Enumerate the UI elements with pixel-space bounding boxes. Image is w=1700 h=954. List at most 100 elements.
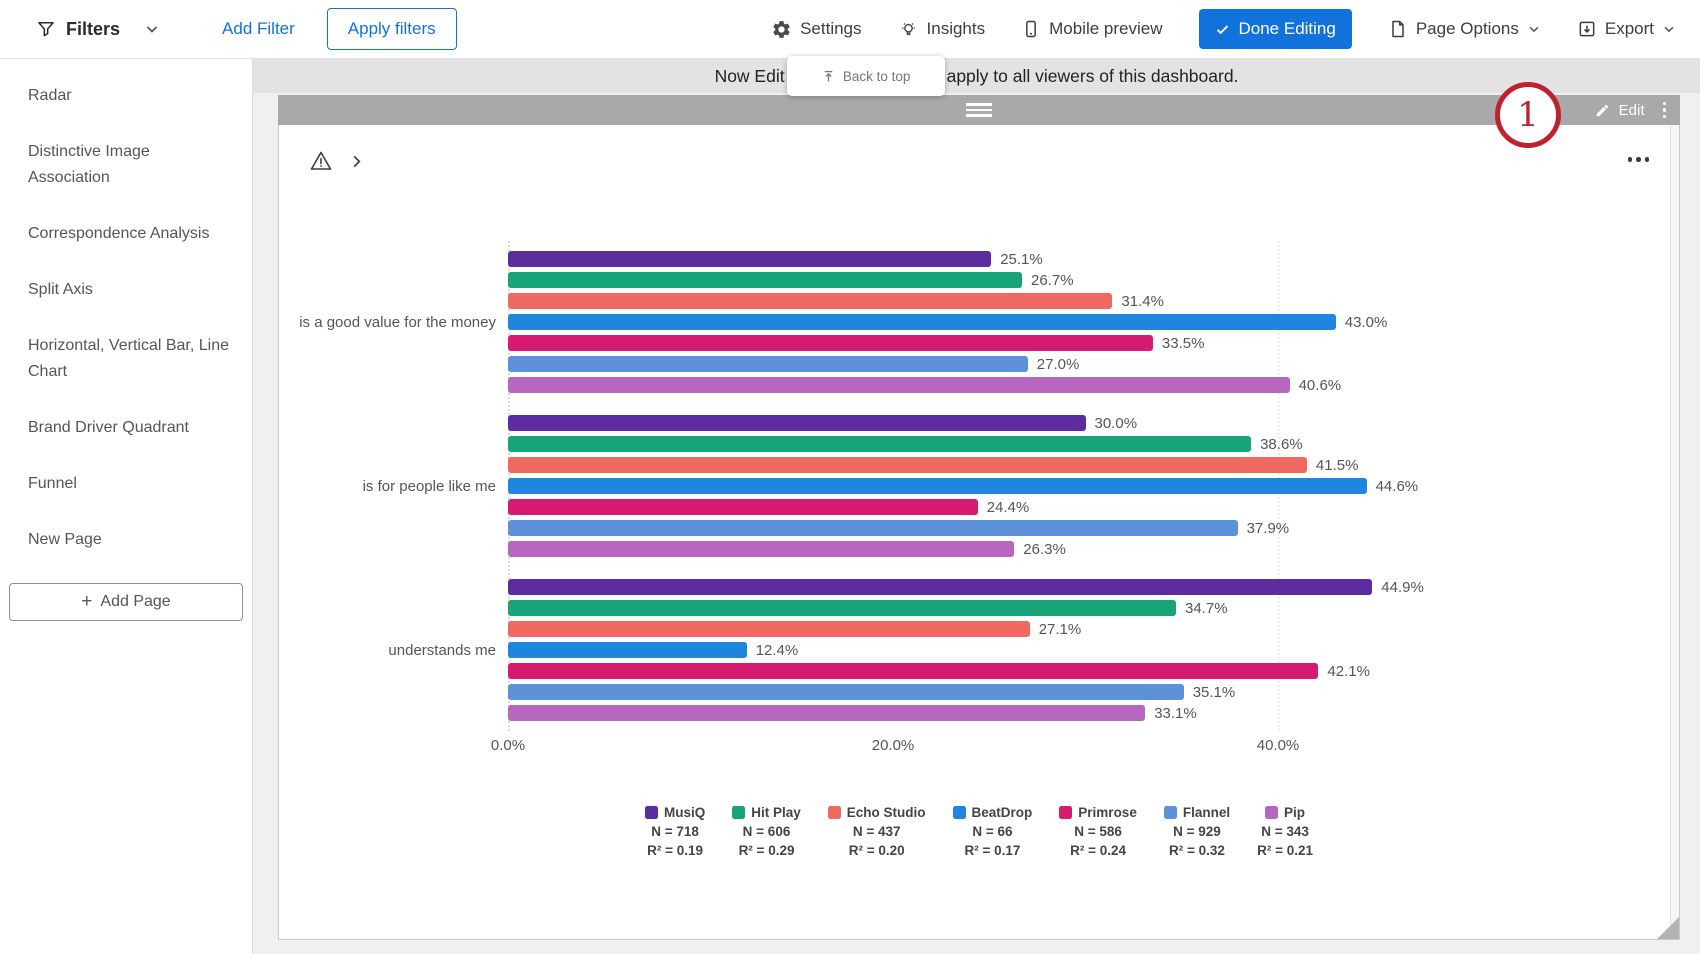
bar-value-label: 12.4% bbox=[755, 641, 799, 659]
widget-edit-button[interactable]: Edit bbox=[1595, 102, 1645, 119]
bar-row: 43.0% bbox=[508, 313, 1388, 331]
bar-pip[interactable] bbox=[508, 377, 1290, 393]
back-to-top-tooltip[interactable]: Back to top bbox=[786, 56, 945, 96]
legend-n-value: N = 66 bbox=[972, 824, 1013, 839]
bar-primrose[interactable] bbox=[508, 335, 1153, 351]
legend-entry-primrose[interactable]: Primrose N = 586 R² = 0.24 bbox=[1059, 803, 1137, 860]
dashboard-canvas: Now Edit Back to top apply to all viewer… bbox=[253, 56, 1700, 954]
bar-value-label: 30.0% bbox=[1094, 414, 1138, 432]
bar-row: 38.6% bbox=[508, 435, 1418, 453]
sidebar-item-new-page[interactable]: New Page bbox=[28, 531, 102, 548]
resize-handle[interactable] bbox=[1657, 917, 1679, 939]
check-icon bbox=[1215, 22, 1230, 37]
pages-sidebar: Radar Distinctive Image Association Corr… bbox=[0, 59, 253, 954]
bar-primrose[interactable] bbox=[508, 499, 978, 515]
apply-filters-button[interactable]: Apply filters bbox=[326, 8, 457, 50]
funnel-icon bbox=[36, 19, 56, 39]
bar-echo-studio[interactable] bbox=[508, 293, 1113, 309]
chevron-right-icon[interactable] bbox=[349, 154, 364, 169]
drag-handle-icon[interactable] bbox=[966, 103, 992, 117]
legend-entry-hit-play[interactable]: Hit Play N = 606 R² = 0.29 bbox=[732, 803, 801, 860]
insights-button[interactable]: Insights bbox=[898, 19, 985, 40]
bar-flannel[interactable] bbox=[508, 520, 1238, 536]
page-options-button[interactable]: Page Options bbox=[1388, 19, 1541, 39]
legend-swatch bbox=[952, 806, 966, 819]
add-filter-button[interactable]: Add Filter bbox=[222, 19, 295, 38]
export-download-icon bbox=[1577, 19, 1597, 39]
chart-plot: is a good value for the money 25.1% 26.7% 3… bbox=[279, 241, 1679, 731]
bar-value-label: 41.5% bbox=[1315, 456, 1359, 474]
export-button[interactable]: Export bbox=[1577, 19, 1676, 39]
done-editing-button[interactable]: Done Editing bbox=[1198, 9, 1352, 49]
bar-value-label: 44.9% bbox=[1381, 578, 1424, 596]
banner-text-right: apply to all viewers of this dashboard. bbox=[946, 65, 1239, 86]
bar-value-label: 40.6% bbox=[1298, 376, 1342, 394]
bar-echo-studio[interactable] bbox=[508, 621, 1030, 637]
top-toolbar: Filters Add Filter Apply filters Setting… bbox=[0, 0, 1700, 59]
bar-beatdrop[interactable] bbox=[508, 314, 1336, 330]
x-tick-label: 0.0% bbox=[490, 737, 526, 754]
warning-icon[interactable] bbox=[309, 149, 333, 173]
legend-r2-value: R² = 0.29 bbox=[738, 843, 795, 858]
legend-swatch bbox=[827, 806, 841, 819]
legend-entry-pip[interactable]: Pip N = 343 R² = 0.21 bbox=[1257, 803, 1313, 860]
bar-hit-play[interactable] bbox=[508, 436, 1252, 452]
legend-swatch bbox=[1163, 806, 1177, 819]
sidebar-item-horizontal-vertical-bar-line-chart[interactable]: Horizontal, Vertical Bar, Line Chart bbox=[28, 337, 229, 380]
widget-scrollbar[interactable] bbox=[1670, 125, 1679, 939]
bar-row: 26.3% bbox=[508, 541, 1418, 558]
bar-value-label: 43.0% bbox=[1344, 313, 1388, 331]
bar-beatdrop[interactable] bbox=[508, 478, 1367, 494]
widget-header[interactable]: Edit bbox=[278, 95, 1680, 125]
sidebar-item-radar[interactable]: Radar bbox=[28, 87, 72, 104]
sidebar-item-correspondence-analysis[interactable]: Correspondence Analysis bbox=[28, 225, 210, 242]
bar-pip[interactable] bbox=[508, 541, 1015, 557]
legend-n-value: N = 437 bbox=[852, 824, 901, 839]
bar-musiq[interactable] bbox=[508, 579, 1373, 595]
bar-value-label: 24.4% bbox=[986, 498, 1030, 516]
bar-beatdrop[interactable] bbox=[508, 642, 747, 658]
widget-options-icon[interactable] bbox=[1627, 157, 1649, 162]
page-list: Radar Distinctive Image Association Corr… bbox=[0, 59, 252, 553]
bar-pip[interactable] bbox=[508, 705, 1146, 721]
bar-value-label: 44.6% bbox=[1375, 477, 1419, 495]
widget-kebab-menu-icon[interactable] bbox=[1661, 100, 1669, 121]
bar-hit-play[interactable] bbox=[508, 272, 1022, 288]
legend-r2-value: R² = 0.24 bbox=[1070, 843, 1127, 858]
bar-flannel[interactable] bbox=[508, 356, 1028, 372]
page-options-label: Page Options bbox=[1415, 19, 1519, 38]
bar-value-label: 25.1% bbox=[1000, 250, 1043, 268]
filters-menu[interactable]: Filters bbox=[36, 19, 160, 40]
settings-button[interactable]: Settings bbox=[771, 19, 862, 40]
sidebar-item-funnel[interactable]: Funnel bbox=[28, 475, 77, 492]
bar-value-label: 37.9% bbox=[1246, 519, 1290, 537]
bar-value-label: 38.6% bbox=[1260, 435, 1303, 453]
done-editing-label: Done Editing bbox=[1238, 19, 1336, 38]
sidebar-item-split-axis[interactable]: Split Axis bbox=[28, 281, 93, 298]
bar-value-label: 35.1% bbox=[1192, 683, 1236, 701]
bar-row: 26.7% bbox=[508, 272, 1387, 289]
legend-entry-echo-studio[interactable]: Echo Studio N = 437 R² = 0.20 bbox=[827, 803, 926, 860]
bar-row: 40.6% bbox=[508, 376, 1387, 394]
bar-flannel[interactable] bbox=[508, 684, 1184, 700]
legend-n-value: N = 343 bbox=[1261, 824, 1309, 839]
legend-entry-musiq[interactable]: MusiQ N = 718 R² = 0.19 bbox=[644, 803, 705, 860]
bar-musiq[interactable] bbox=[508, 251, 992, 267]
bar-row: 12.4% bbox=[508, 641, 1424, 659]
legend-series-name: Echo Studio bbox=[846, 805, 926, 820]
add-page-button[interactable]: + Add Page bbox=[9, 583, 243, 621]
sidebar-item-brand-driver-quadrant[interactable]: Brand Driver Quadrant bbox=[28, 419, 189, 436]
bar-primrose[interactable] bbox=[508, 663, 1319, 679]
legend-entry-beatdrop[interactable]: BeatDrop N = 66 R² = 0.17 bbox=[952, 803, 1032, 860]
bar-hit-play[interactable] bbox=[508, 600, 1176, 616]
legend-series-name: Pip bbox=[1284, 805, 1306, 820]
legend-entry-flannel[interactable]: Flannel N = 929 R² = 0.32 bbox=[1163, 803, 1230, 860]
export-label: Export bbox=[1604, 19, 1654, 38]
legend-swatch bbox=[732, 806, 746, 819]
bar-musiq[interactable] bbox=[508, 415, 1086, 431]
bar-row: 31.4% bbox=[508, 293, 1387, 310]
legend-n-value: N = 718 bbox=[651, 824, 699, 839]
bar-echo-studio[interactable] bbox=[508, 457, 1307, 473]
mobile-preview-button[interactable]: Mobile preview bbox=[1021, 19, 1163, 39]
sidebar-item-distinctive-image-association[interactable]: Distinctive Image Association bbox=[28, 143, 150, 186]
